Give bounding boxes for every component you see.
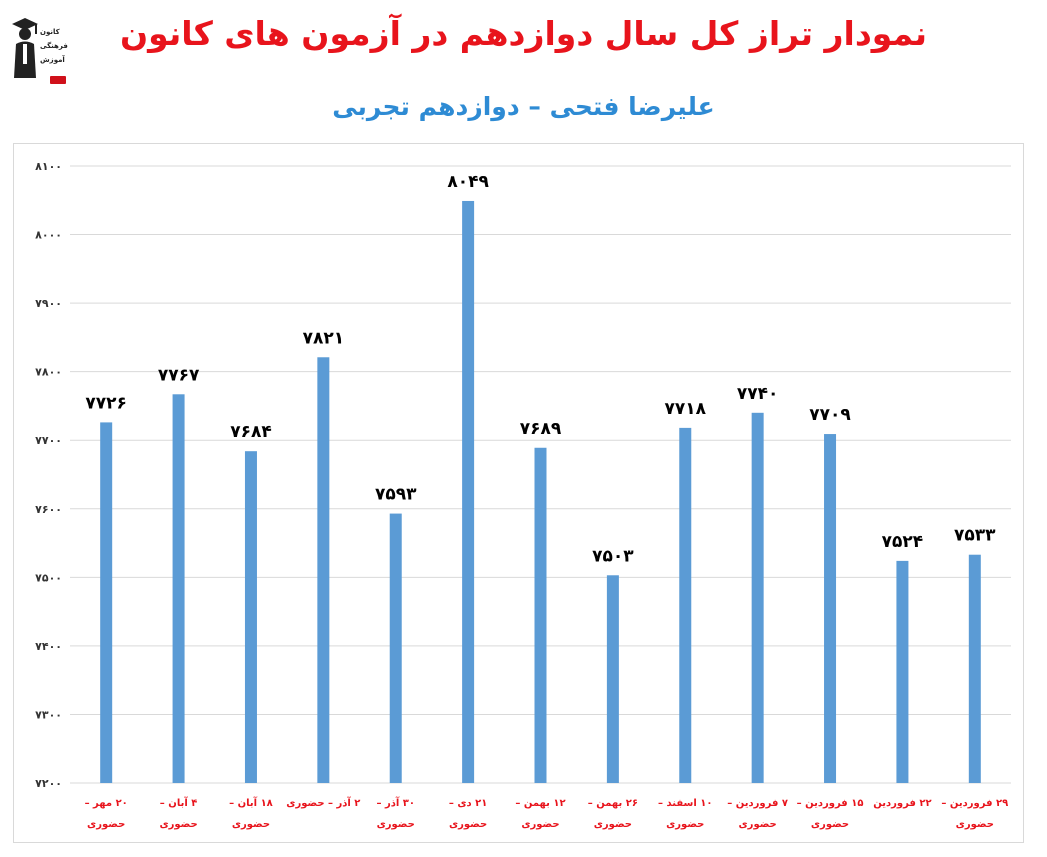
x-tick-label: ۲۱ دی – — [449, 798, 487, 809]
data-label: ۷۶۸۹ — [520, 419, 562, 439]
bar — [317, 357, 330, 783]
bar — [462, 200, 475, 784]
bar — [824, 434, 837, 783]
bar — [896, 560, 909, 783]
x-tick-label: حضوری — [377, 819, 415, 830]
x-tick-label: ۱۲ بهمن – — [515, 798, 565, 809]
bar — [679, 427, 692, 783]
y-tick-label: ۸۰۰۰ — [35, 229, 62, 242]
x-tick-label: ۳۰ آذر – — [376, 796, 415, 809]
x-tick-label: حضوری — [594, 819, 632, 830]
y-tick-label: ۷۶۰۰ — [35, 503, 62, 516]
x-tick-label: ۱۸ آبان – — [229, 796, 273, 809]
x-tick-label: ۲ آذر – حضوری — [286, 796, 360, 809]
x-tick-label: حضوری — [521, 819, 559, 830]
logo-line: آموزش — [40, 56, 65, 64]
x-tick-label: حضوری — [449, 819, 487, 830]
logo-badge — [50, 76, 66, 84]
x-tick-label: حضوری — [159, 819, 197, 830]
data-label: ۷۶۸۴ — [230, 422, 272, 442]
data-label: ۷۷۰۹ — [809, 405, 851, 425]
data-label: ۷۵۲۴ — [882, 532, 924, 552]
x-tick-label: ۲۹ فروردین – — [941, 798, 1008, 809]
y-tick-label: ۷۷۰۰ — [35, 434, 62, 447]
bar — [172, 394, 185, 783]
data-label: ۷۵۹۳ — [375, 485, 417, 505]
bar — [968, 554, 981, 783]
data-label: ۷۷۱۸ — [665, 399, 707, 419]
x-tick-label: حضوری — [811, 819, 849, 830]
y-tick-label: ۷۲۰۰ — [35, 777, 62, 790]
x-tick-label: ۲۲ فروردین — [873, 798, 931, 809]
bar — [751, 412, 764, 783]
x-tick-label: حضوری — [232, 819, 270, 830]
x-tick-label: ۲۶ بهمن – — [588, 798, 638, 809]
bar — [100, 422, 113, 783]
x-tick-label: ۱۰ اسفند – — [658, 798, 713, 809]
y-tick-label: ۸۱۰۰ — [35, 160, 62, 173]
bar-chart: ۷۲۰۰ ۷۳۰۰ ۷۴۰۰ ۷۵۰۰ ۷۶۰۰ ۷۷۰۰ ۷۸۰۰ ۷۹۰۰ ۸۰۰۰ ۸۱۰۰… — [35, 160, 1011, 830]
x-tick-label: ۷ فروردین – — [727, 798, 788, 809]
chart-subtitle: علیرضا فتحی – دوازدهم تجربی — [332, 92, 715, 121]
x-tick-label: ۴ آبان – — [160, 796, 198, 809]
logo-line: کانون — [40, 28, 60, 36]
bar — [244, 451, 257, 783]
x-tick-label: ۲۰ مهر – — [85, 798, 128, 809]
chart-title: نمودار تراز کل سال دوازدهم در آزمون های … — [119, 14, 928, 53]
data-label: ۷۸۲۱ — [303, 328, 345, 348]
data-label: ۸۰۴۹ — [447, 172, 489, 192]
bar — [389, 513, 402, 783]
y-tick-label: ۷۹۰۰ — [35, 297, 62, 310]
kanoon-logo: کانون فرهنگی آموزش — [10, 14, 68, 84]
x-tick-label: ۱۵ فروردین – — [797, 798, 864, 809]
x-tick-label: حضوری — [956, 819, 994, 830]
x-tick-label: حضوری — [87, 819, 125, 830]
graduate-icon — [12, 18, 38, 78]
y-tick-label: ۷۳۰۰ — [35, 708, 62, 721]
data-label: ۷۷۴۰ — [737, 384, 779, 404]
x-tick-label: حضوری — [739, 819, 777, 830]
y-tick-label: ۷۵۰۰ — [35, 571, 62, 584]
bar — [606, 575, 619, 783]
y-tick-label: ۷۸۰۰ — [35, 366, 62, 379]
y-tick-label: ۷۴۰۰ — [35, 640, 62, 653]
data-label: ۷۵۰۳ — [592, 546, 634, 566]
data-label: ۷۵۳۳ — [954, 526, 996, 546]
data-label: ۷۷۶۷ — [158, 365, 200, 385]
data-label: ۷۷۲۶ — [85, 393, 127, 413]
bar — [534, 447, 547, 783]
x-tick-label: حضوری — [666, 819, 704, 830]
logo-line: فرهنگی — [40, 42, 68, 50]
chart-area: ۷۲۰۰ ۷۳۰۰ ۷۴۰۰ ۷۵۰۰ ۷۶۰۰ ۷۷۰۰ ۷۸۰۰ ۷۹۰۰ ۸۰۰۰ ۸۱۰۰… — [13, 143, 1024, 843]
